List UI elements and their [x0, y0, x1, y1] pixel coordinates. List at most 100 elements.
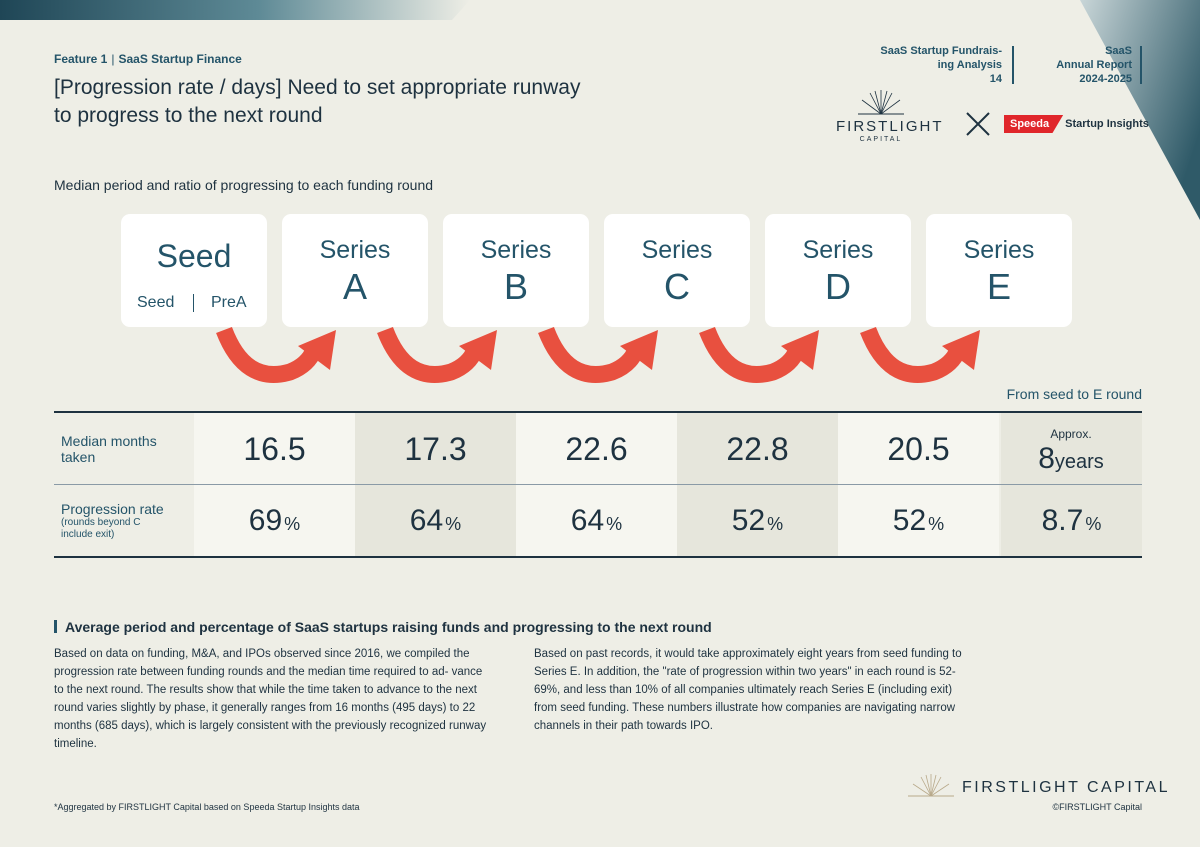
row-label-rate-title: Progression rate — [61, 501, 164, 517]
row-label-rate: Progression rate (rounds beyond C includ… — [61, 501, 164, 541]
paragraph-left: Based on data on funding, M&A, and IPOs … — [54, 648, 487, 750]
header-divider — [1140, 46, 1142, 84]
source-footnote: *Aggregated by FIRSTLIGHT Capital based … — [54, 802, 360, 812]
row-label-rate-note-2: include exit) — [61, 529, 115, 540]
rate-unit: % — [445, 514, 462, 534]
feature-separator: | — [111, 52, 115, 66]
rate-unit: % — [284, 514, 301, 534]
paragraph-right: Based on past records, it would take app… — [534, 648, 962, 732]
round-series-word: Series — [641, 236, 713, 264]
rate-unit: % — [928, 514, 945, 534]
round-card-series-b: Series B — [443, 214, 589, 327]
round-series-word: Series — [480, 236, 552, 264]
arrow-icon — [216, 326, 322, 383]
arrow-head-icon — [942, 330, 980, 370]
annual-report-label: SaaS Annual Report 2024-2025 — [1056, 44, 1132, 86]
row-label-line-2: taken — [61, 449, 96, 465]
report-label-line-1: SaaS — [1105, 45, 1132, 57]
rate-value: 64 — [409, 504, 444, 537]
section-heading: Average period and percentage of SaaS st… — [54, 619, 712, 635]
report-label-line-2: Annual Report — [1056, 59, 1132, 71]
rate-unit: % — [606, 514, 623, 534]
round-title: Seed — [156, 238, 232, 274]
header-divider — [1012, 46, 1014, 84]
rate-series-d: 52% — [838, 485, 999, 556]
rate-value: 64 — [570, 504, 605, 537]
rate-value: 8.7 — [1041, 504, 1084, 537]
table-bottom-rule — [54, 556, 1142, 558]
page-title: [Progression rate / days] Need to set ap… — [54, 74, 674, 130]
round-card-seed: Seed Seed PreA — [121, 214, 267, 327]
round-sub-prea: PreA — [211, 294, 247, 311]
total-approx-label: Approx. — [1050, 427, 1092, 441]
arrow-icon — [860, 326, 966, 383]
months-series-d: 20.5 — [838, 413, 999, 484]
round-letter: C — [664, 266, 690, 307]
speeda-logo: Speeda Startup Insights — [1004, 114, 1149, 133]
speeda-badge: Speeda — [1004, 115, 1064, 133]
rate-total: 8.7% — [1001, 485, 1142, 556]
rate-seed: 69% — [194, 485, 355, 556]
series-label-line-2: ing Analysis — [937, 59, 1002, 71]
collab-x-icon — [966, 112, 990, 136]
footer-brand: FIRSTLIGHT CAPITAL — [962, 779, 1170, 796]
total-years-value: 8 — [1038, 442, 1055, 475]
total-years: 8years — [1001, 441, 1141, 480]
progression-arrows — [216, 326, 980, 383]
feature-number: Feature 1 — [54, 52, 108, 66]
logo-subtitle: CAPITAL — [859, 136, 903, 143]
report-year: 2024-2025 — [1079, 73, 1132, 85]
top-decor-bar — [0, 0, 470, 20]
report-series-label: SaaS Startup Fundrais- ing Analysis 14 — [880, 44, 1002, 86]
months-series-b: 22.6 — [516, 413, 677, 484]
sunrise-icon — [908, 774, 954, 797]
rate-unit: % — [1085, 514, 1102, 534]
table-top-rule — [54, 411, 1142, 413]
round-letter: B — [503, 266, 528, 307]
round-letter: A — [342, 266, 367, 307]
round-series-word: Series — [319, 236, 391, 264]
table-mid-rule — [54, 484, 1142, 485]
rate-value: 69 — [248, 504, 283, 537]
round-letter: E — [986, 266, 1011, 307]
logo-name: FIRSTLIGHT — [836, 118, 944, 135]
firstlight-logo: FIRSTLIGHT CAPITAL — [836, 88, 944, 148]
round-sub-seed: Seed — [137, 294, 175, 311]
round-card-series-a: Series A — [282, 214, 428, 327]
round-card-series-e: Series E — [926, 214, 1072, 327]
heading-bar — [54, 620, 57, 633]
section-heading-text: Average period and percentage of SaaS st… — [65, 619, 712, 635]
round-letter: D — [825, 266, 851, 307]
arrow-icon — [377, 326, 483, 383]
months-series-c: 22.8 — [677, 413, 838, 484]
months-total: Approx. 8years — [1001, 413, 1142, 484]
corner-decor — [1080, 0, 1200, 220]
round-series-word: Series — [802, 236, 874, 264]
round-card-series-d: Series D — [765, 214, 911, 327]
months-series-a: 17.3 — [355, 413, 516, 484]
rate-series-c: 52% — [677, 485, 838, 556]
arrow-head-icon — [781, 330, 819, 370]
sunrise-icon — [858, 90, 904, 115]
feature-label: Feature 1 | SaaS Startup Finance — [54, 52, 242, 66]
arrow-icon — [538, 326, 644, 383]
rate-value: 52 — [731, 504, 766, 537]
arrow-head-icon — [459, 330, 497, 370]
from-seed-label: From seed to E round — [1006, 386, 1142, 402]
chart-subtitle: Median period and ratio of progressing t… — [54, 177, 434, 193]
row-label-line-1: Median months — [61, 433, 157, 449]
title-line-2: to progress to the next round — [54, 104, 323, 127]
arrow-icon — [699, 326, 805, 383]
title-line-1: [Progression rate / days] Need to set ap… — [54, 76, 581, 99]
months-seed: 16.5 — [194, 413, 355, 484]
round-series-word: Series — [963, 236, 1035, 264]
rate-series-a: 64% — [355, 485, 516, 556]
feature-topic: SaaS Startup Finance — [118, 52, 242, 66]
arrow-head-icon — [298, 330, 336, 370]
copyright: ©FIRSTLIGHT Capital — [1052, 802, 1143, 812]
round-card-series-c: Series C — [604, 214, 750, 327]
row-label-rate-note-1: (rounds beyond C — [61, 517, 141, 528]
series-label-line-1: SaaS Startup Fundrais- — [880, 45, 1002, 57]
rate-value: 52 — [892, 504, 927, 537]
arrow-head-icon — [620, 330, 658, 370]
